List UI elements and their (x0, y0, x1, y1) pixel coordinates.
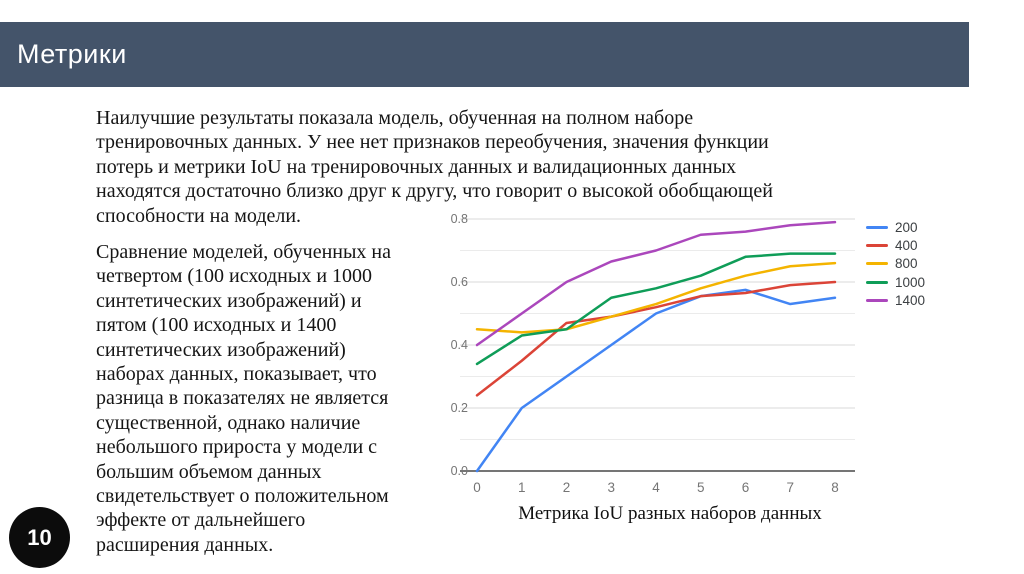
svg-text:5: 5 (697, 480, 705, 495)
chart-legend: 200 400 800 1000 1400 (866, 218, 925, 310)
legend-label: 200 (895, 219, 918, 235)
iou-line-chart: 0.0 0.2 0.4 0.6 0.8 0 1 2 3 4 5 6 7 8 200 400 800 1000 14… (440, 205, 1024, 505)
svg-text:4: 4 (652, 480, 660, 495)
legend-swatch-icon (866, 225, 888, 229)
legend-label: 400 (895, 238, 918, 254)
legend-swatch-icon (866, 280, 888, 284)
svg-text:1: 1 (518, 480, 526, 495)
svg-text:6: 6 (742, 480, 750, 495)
legend-swatch-icon (866, 299, 888, 303)
legend-item-200: 200 (866, 218, 925, 236)
svg-text:0.6: 0.6 (451, 275, 468, 289)
page-number-badge: 10 (9, 507, 70, 568)
legend-label: 1000 (895, 274, 926, 290)
legend-swatch-icon (866, 262, 888, 266)
legend-label: 1400 (895, 293, 926, 309)
svg-text:0.2: 0.2 (451, 401, 468, 415)
legend-item-1000: 1000 (866, 273, 925, 291)
slide-title-bar: Метрики (0, 22, 969, 87)
legend-label: 800 (895, 256, 918, 272)
svg-text:0: 0 (473, 480, 481, 495)
page-number: 10 (27, 524, 52, 550)
svg-text:0.0: 0.0 (451, 464, 468, 478)
legend-item-800: 800 (866, 255, 925, 273)
legend-item-400: 400 (866, 236, 925, 254)
series-line-800 (475, 261, 837, 334)
slide-title: Метрики (17, 39, 127, 69)
svg-text:3: 3 (607, 480, 615, 495)
legend-item-1400: 1400 (866, 292, 925, 310)
series-line-200 (475, 288, 837, 473)
body-paragraph-1: Наилучшие результаты показала модель, об… (96, 107, 773, 227)
svg-text:8: 8 (831, 480, 839, 495)
svg-text:0.8: 0.8 (451, 212, 468, 226)
series-line-1400 (475, 220, 837, 347)
svg-text:7: 7 (786, 480, 794, 495)
legend-swatch-icon (866, 244, 888, 248)
svg-text:2: 2 (563, 480, 571, 495)
series-line-1000 (475, 252, 837, 366)
body-paragraph-2: Сравнение моделей, обученных на четверто… (96, 241, 391, 556)
svg-text:0.4: 0.4 (451, 338, 468, 352)
series-line-400 (475, 280, 837, 397)
chart-caption: Метрика IoU разных наборов данных (518, 503, 822, 524)
chart-plot-area: 0.0 0.2 0.4 0.6 0.8 0 1 2 3 4 5 6 7 8 (451, 212, 855, 495)
